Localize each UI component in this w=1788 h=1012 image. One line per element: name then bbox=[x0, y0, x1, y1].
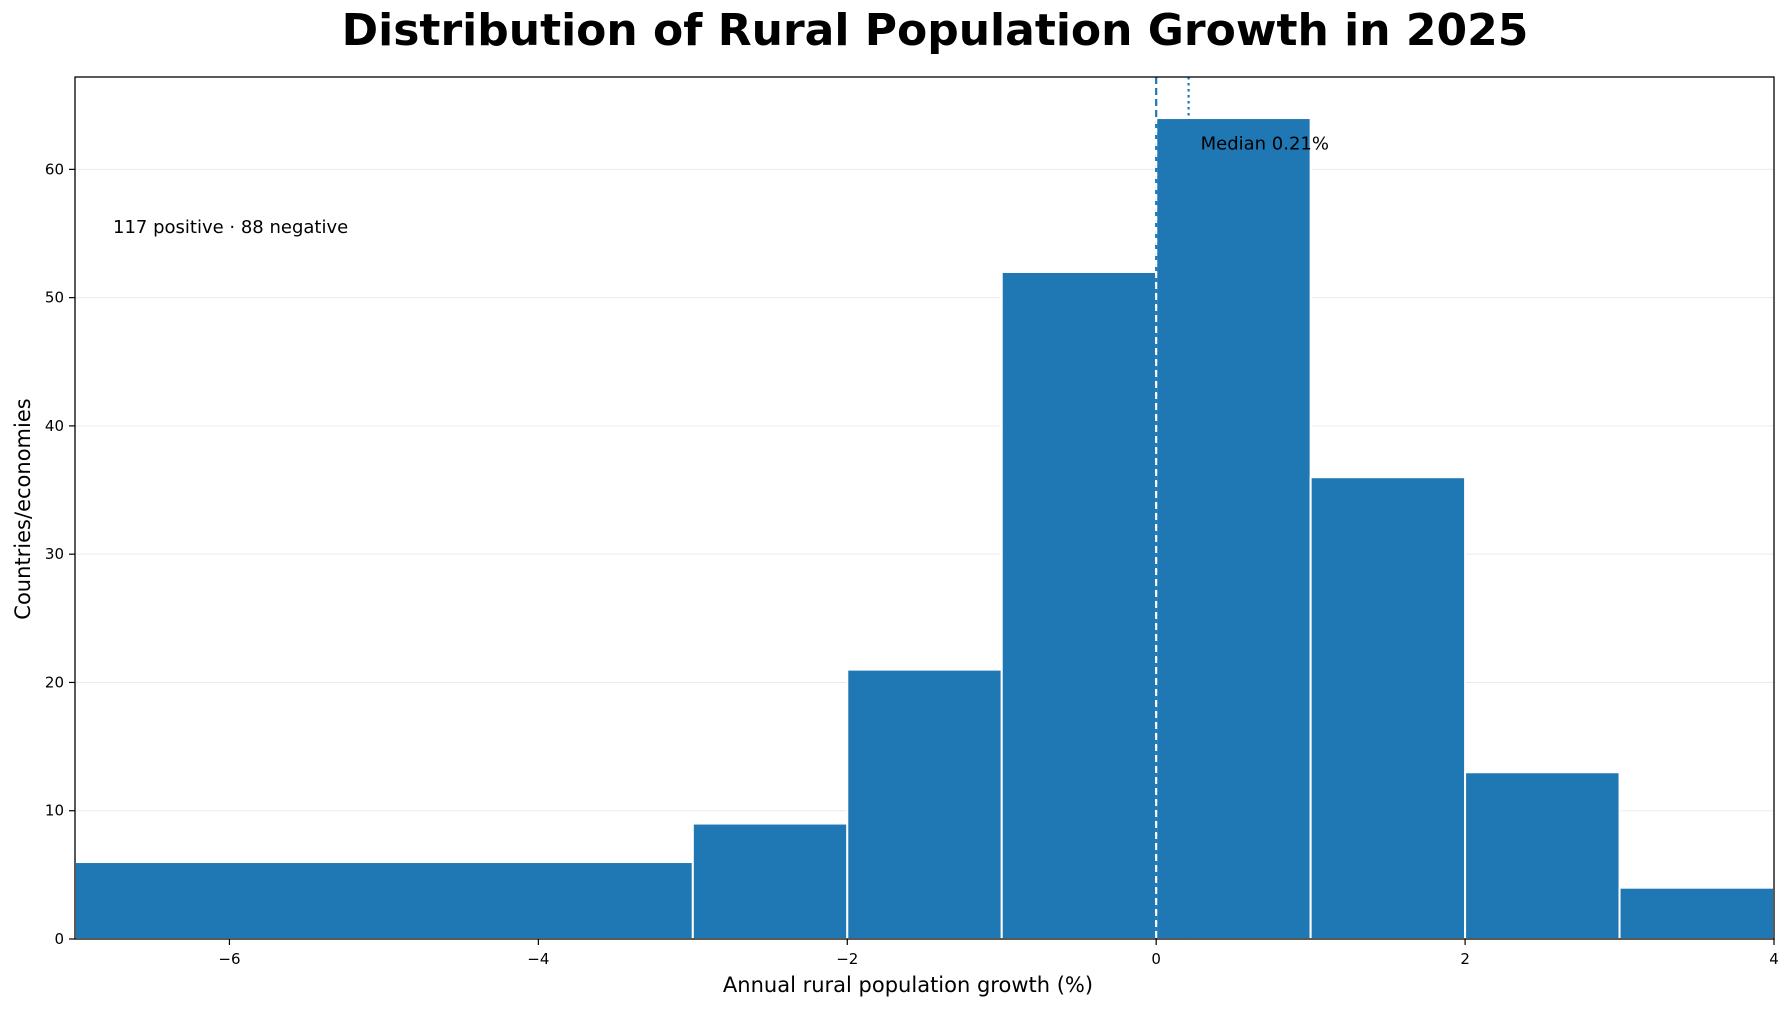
histogram-bar bbox=[1309, 476, 1467, 940]
y-tick-label: 40 bbox=[45, 417, 64, 435]
histogram-bar bbox=[1618, 886, 1775, 941]
x-tick-label: 4 bbox=[1769, 950, 1779, 968]
histogram-bar bbox=[1464, 771, 1621, 940]
median-annotation: Median 0.21% bbox=[1201, 134, 1329, 155]
x-tick-label: −6 bbox=[218, 950, 240, 968]
y-tick-label: 20 bbox=[45, 673, 64, 691]
histogram-bar bbox=[691, 822, 849, 941]
x-axis-label: Annual rural population growth (%) bbox=[723, 973, 1093, 997]
y-axis-ticks: 0 10 20 30 40 50 60 bbox=[45, 160, 75, 948]
y-tick-label: 0 bbox=[54, 930, 64, 948]
x-tick-label: −4 bbox=[527, 950, 549, 968]
y-tick-label: 50 bbox=[45, 289, 64, 307]
histogram-bar bbox=[846, 668, 1003, 940]
histogram-bars bbox=[74, 117, 1775, 941]
positive-negative-count-annotation: 117 positive · 88 negative bbox=[113, 217, 348, 238]
x-tick-label: −2 bbox=[836, 950, 858, 968]
y-axis-label: Countries/economies bbox=[11, 398, 35, 619]
plot-area-frame bbox=[74, 76, 1775, 940]
chart-title: Distribution of Rural Population Growth … bbox=[342, 5, 1529, 56]
y-tick-label: 10 bbox=[45, 802, 64, 820]
x-tick-label: 2 bbox=[1460, 950, 1470, 968]
y-tick-label: 30 bbox=[45, 545, 64, 563]
histogram-bar bbox=[1155, 117, 1312, 941]
histogram-bar bbox=[1000, 270, 1158, 940]
y-tick-label: 60 bbox=[45, 160, 64, 178]
histogram-bar bbox=[74, 861, 694, 940]
x-tick-label: 0 bbox=[1151, 950, 1161, 968]
reference-lines bbox=[1155, 77, 1190, 939]
x-axis-ticks: −6 −4 −2 0 2 4 bbox=[218, 939, 1779, 968]
